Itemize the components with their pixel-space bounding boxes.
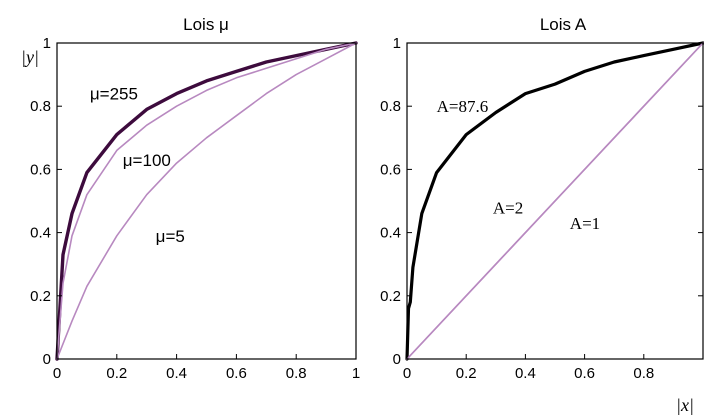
- panel1-y-axis-label: |y|: [21, 47, 39, 67]
- panel2-plot-frame: [406, 42, 704, 360]
- panel2-x-tick-label: 0: [403, 365, 411, 382]
- panel1-y-tick-label: 0: [43, 351, 51, 368]
- panel2-series-line-3: [406, 42, 704, 360]
- panel2-y-tick-label: 0.6: [380, 161, 401, 178]
- panel1-x-tick-label: 0: [53, 365, 61, 382]
- panel1-y-tick-label: 0.8: [30, 98, 51, 115]
- panel2-y-tick-label: 1: [393, 35, 401, 52]
- panel2-series-annotation-2: A=2: [493, 198, 523, 217]
- panel2-chart-title: Lois A: [540, 15, 587, 34]
- panel2-y-tick-label: 0.4: [380, 225, 401, 242]
- panel2-y-tick-label: 0: [393, 351, 401, 368]
- panel2-series-annotation-1: A=87.6: [437, 97, 489, 116]
- panel2-x-tick-label: 0.4: [515, 365, 536, 382]
- panel1-y-tick-label: 1: [43, 35, 51, 52]
- panel2-series-line-1: [405, 41, 704, 361]
- panel1-series-annotation-2: μ=100: [123, 151, 171, 170]
- panel1-series-line-1: [55, 41, 358, 361]
- panel1-x-tick-label: 0.8: [286, 365, 307, 382]
- panel2-x-tick-label: 0.6: [574, 365, 595, 382]
- panel2-y-tick-label: 0.8: [380, 98, 401, 115]
- panel1-series-line-2: [56, 42, 357, 360]
- panel2-x-tick-label: 0.2: [456, 365, 477, 382]
- panel1-series-annotation-3: μ=5: [156, 227, 185, 246]
- panel1-x-tick-label: 0.2: [106, 365, 127, 382]
- panel1-y-tick-label: 0.2: [30, 288, 51, 305]
- panel1-x-tick-label: 1: [352, 365, 360, 382]
- panel2-series-annotation-3: A=1: [570, 214, 600, 233]
- panel1-series-annotation-1: μ=255: [90, 85, 138, 104]
- panel2-x-tick-label: 0.8: [633, 365, 654, 382]
- panel1-y-tick-label: 0.4: [30, 225, 51, 242]
- panel1-x-tick-label: 0.6: [226, 365, 247, 382]
- panel1-plot-frame: [56, 42, 357, 360]
- panel2-x-axis-label: |x|: [676, 395, 694, 415]
- panel2-y-tick-label: 0.2: [380, 288, 401, 305]
- panel1-x-tick-label: 0.4: [166, 365, 187, 382]
- panel1-chart-title: Lois μ: [183, 15, 229, 34]
- panel1-series-line-3: [56, 42, 357, 360]
- panel1-y-tick-label: 0.6: [30, 161, 51, 178]
